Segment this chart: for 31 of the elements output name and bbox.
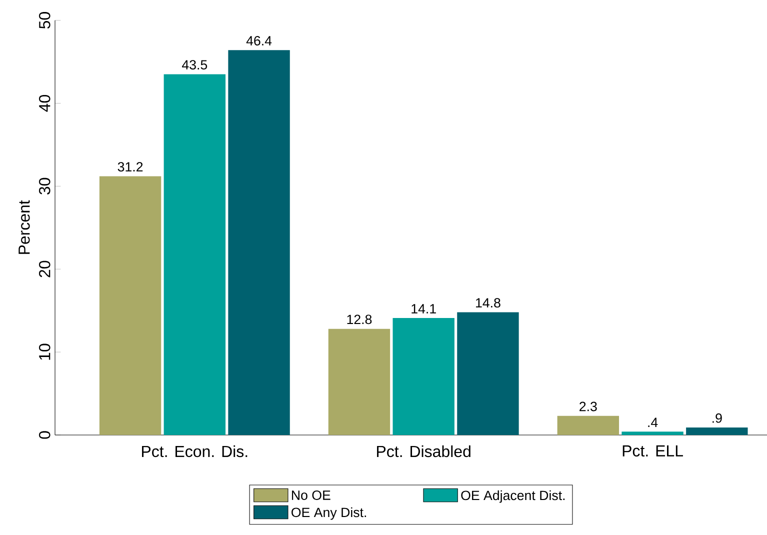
y-axis-title: Percent (18, 200, 30, 254)
bar (457, 312, 519, 435)
data-label: 14.8 (476, 298, 500, 308)
legend-label: OE Any Dist. (292, 507, 366, 520)
data-label: 46.4 (246, 36, 272, 46)
data-label: .9 (712, 413, 722, 423)
data-label: .4 (648, 418, 658, 427)
bar (99, 176, 162, 435)
data-label: 12.8 (347, 314, 372, 324)
data-label: 14.1 (412, 304, 436, 314)
bar (622, 432, 684, 435)
bar (392, 318, 454, 435)
bar (228, 50, 290, 435)
y-tick-label: 0 (38, 431, 50, 439)
data-label: 31.2 (118, 162, 143, 172)
y-tick-label: 20 (38, 260, 50, 278)
legend-label: OE Adjacent Dist. (461, 490, 565, 503)
y-tick-label: 10 (38, 344, 50, 360)
x-tick-label: Pct. Econ. Dis. (142, 445, 248, 458)
y-tick-label: 30 (38, 178, 50, 194)
bar (164, 74, 226, 435)
data-label: 2.3 (580, 402, 597, 412)
data-label: 43.5 (182, 60, 208, 70)
y-tick-label: 40 (38, 94, 50, 112)
bar (328, 328, 390, 435)
bar (557, 416, 620, 435)
x-tick-label: Pct. ELL (622, 445, 683, 457)
y-tick-label: 50 (38, 12, 50, 29)
x-tick-label: Pct. Disabled (377, 445, 470, 458)
legend-label: No OE (292, 490, 330, 500)
bar (686, 428, 748, 435)
